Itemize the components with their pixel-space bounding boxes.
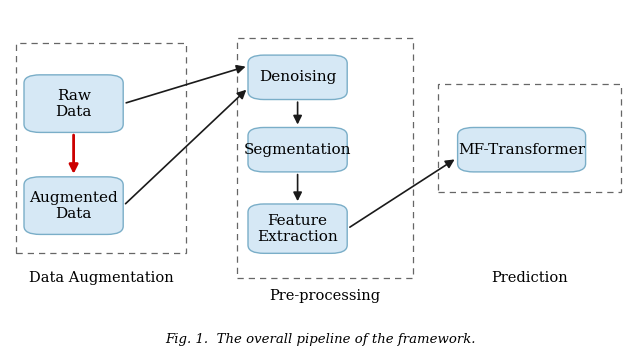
FancyBboxPatch shape	[248, 204, 347, 253]
Text: Raw
Data: Raw Data	[56, 89, 92, 119]
Text: Segmentation: Segmentation	[244, 143, 351, 157]
Text: Feature
Extraction: Feature Extraction	[257, 214, 338, 244]
FancyBboxPatch shape	[458, 127, 586, 172]
Text: MF-Transformer: MF-Transformer	[458, 143, 585, 157]
Text: Augmented
Data: Augmented Data	[29, 190, 118, 221]
FancyBboxPatch shape	[248, 55, 347, 99]
Text: Prediction: Prediction	[492, 271, 568, 285]
FancyBboxPatch shape	[248, 127, 347, 172]
FancyBboxPatch shape	[24, 177, 123, 234]
FancyBboxPatch shape	[24, 75, 123, 132]
Text: Data Augmentation: Data Augmentation	[29, 271, 173, 285]
Text: Fig. 1.  The overall pipeline of the framework.: Fig. 1. The overall pipeline of the fram…	[164, 334, 476, 346]
Text: Denoising: Denoising	[259, 70, 336, 84]
Text: Pre-processing: Pre-processing	[269, 289, 381, 303]
